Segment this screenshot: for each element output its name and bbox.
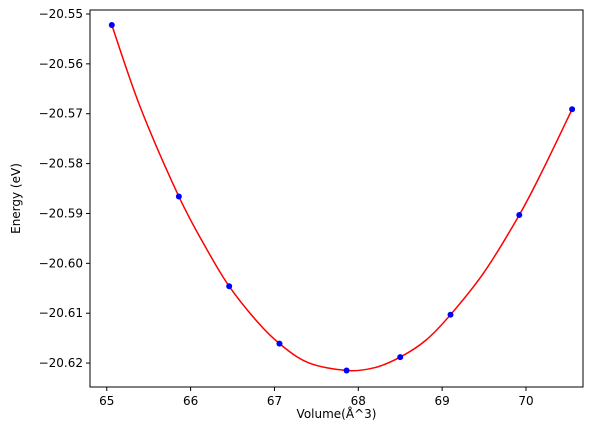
x-axis-label: Volume(Å^3) xyxy=(297,406,377,421)
plot-frame xyxy=(89,9,584,388)
data-point xyxy=(343,367,350,374)
data-point xyxy=(226,283,233,290)
data-point xyxy=(108,21,115,28)
y-axis-label: Energy (eV) xyxy=(9,163,23,234)
data-point xyxy=(516,211,523,218)
x-axis: 65 66 67 68 69 70 xyxy=(99,387,534,408)
y-tick-label: −20.59 xyxy=(39,206,83,220)
y-tick-label: −20.55 xyxy=(39,7,83,21)
y-tick-label: −20.61 xyxy=(39,306,83,320)
data-point xyxy=(569,106,576,113)
x-tick-label: 65 xyxy=(99,394,114,408)
y-tick-label: −20.57 xyxy=(39,107,83,121)
x-tick-label: 68 xyxy=(351,394,366,408)
y-tick-label: −20.60 xyxy=(39,256,83,270)
x-tick-label: 67 xyxy=(267,394,282,408)
data-point xyxy=(276,340,283,347)
x-tick-label: 66 xyxy=(183,394,198,408)
data-point xyxy=(397,354,404,361)
y-tick-label: −20.62 xyxy=(39,356,83,370)
data-point xyxy=(447,311,454,318)
y-axis: −20.62 −20.61 −20.60 −20.59 −20.58 −20.57 −20.… xyxy=(39,7,90,370)
plot-area xyxy=(90,10,583,387)
y-tick-label: −20.56 xyxy=(39,57,83,71)
x-tick-label: 69 xyxy=(435,394,450,408)
data-point xyxy=(175,193,182,200)
data-point-layer xyxy=(108,21,576,374)
y-tick-label: −20.58 xyxy=(39,157,83,171)
x-tick-label: 70 xyxy=(518,394,533,408)
